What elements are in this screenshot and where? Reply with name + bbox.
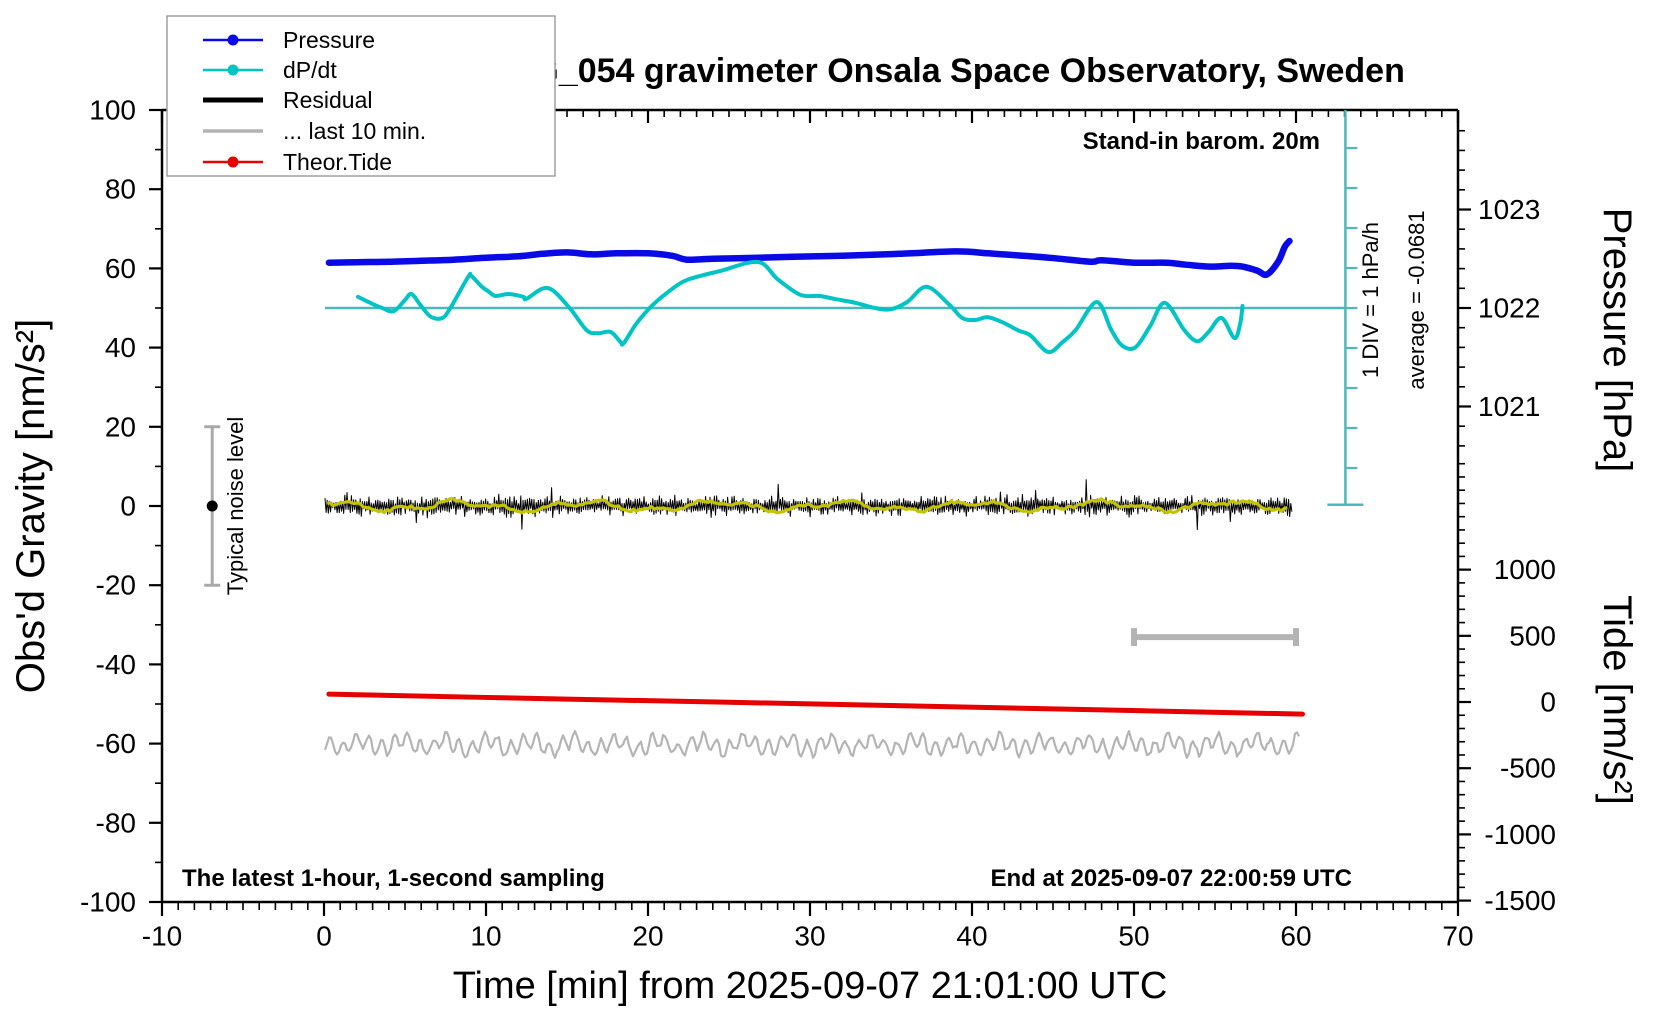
x-tick-label: 20 (632, 921, 663, 952)
y-axis-title-pressure: Pressure [hPa] (1595, 208, 1639, 473)
pressure-tick-label: 1021 (1478, 391, 1540, 422)
x-tick-label: 70 (1442, 921, 1473, 952)
x-tick-label: 50 (1118, 921, 1149, 952)
legend-sample-dot (227, 34, 239, 46)
gravity-tick-label: 20 (105, 411, 136, 442)
noise-level-label: Typical noise level (223, 417, 248, 596)
legend-item: Theor.Tide (203, 149, 392, 175)
pressure-tick-label: 1022 (1478, 293, 1540, 324)
sampling-annotation: The latest 1-hour, 1-second sampling (182, 865, 605, 892)
tide-tick-label: -500 (1500, 753, 1556, 784)
x-axis-title: Time [min] from 2025-09-07 21:01:00 UTC (453, 965, 1168, 1007)
noise-level-dot (206, 500, 218, 512)
legend-item-label: Theor.Tide (283, 149, 392, 175)
chart-title: SCG_054 gravimeter Onsala Space Observat… (485, 52, 1405, 90)
gravity-tick-label: -40 (96, 649, 136, 680)
legend-item: dP/dt (203, 57, 337, 83)
y-axis-title-tide: Tide [nm/s²] (1595, 595, 1639, 805)
theor_tide-curve (326, 691, 1305, 717)
tide-tick-label: 1000 (1494, 554, 1556, 585)
x-tick-label: 30 (794, 921, 825, 952)
legend-item: ... last 10 min. (203, 118, 426, 144)
gravity-tick-label: -80 (96, 807, 136, 838)
gravity-tick-label: 40 (105, 332, 136, 363)
legend-sample-dot (227, 64, 239, 76)
x-tick-label: 60 (1280, 921, 1311, 952)
legend-item: Residual (203, 87, 373, 113)
gravity-tick-label: -100 (80, 887, 136, 918)
y-axis-title-gravity: Obs'd Gravity [nm/s²] (9, 319, 53, 693)
tick-labels: -10 0 10 20 30 40 50 60 70-100-80-60-40-20020406… (80, 95, 1556, 952)
tide-tick-label: 500 (1509, 620, 1556, 651)
gravity-tick-label: 80 (105, 174, 136, 205)
average-annotation: average = -0.0681 (1404, 210, 1429, 389)
gravity-tick-label: -60 (96, 728, 136, 759)
reference-markers (204, 110, 1364, 647)
x-tick-label: 40 (956, 921, 987, 952)
gravity-tick-label: 60 (105, 253, 136, 284)
legend-sample-dot (227, 156, 239, 168)
tide-tick-label: -1000 (1484, 819, 1556, 850)
gravity-tick-label: 100 (89, 95, 136, 126)
gravity-tick-label: 0 (120, 491, 136, 522)
end-time-annotation: End at 2025-09-07 22:00:59 UTC (991, 865, 1353, 892)
x-tick-label: -10 (142, 921, 182, 952)
tide-tick-label: -1500 (1484, 885, 1556, 916)
dpdt-curve (356, 259, 1245, 355)
last10-curve (323, 729, 1300, 760)
pressure-curve (325, 237, 1293, 279)
legend-item: Pressure (203, 27, 375, 53)
gravity-tick-label: -20 (96, 570, 136, 601)
data-curves (323, 237, 1305, 760)
legend-item-label: Residual (283, 87, 373, 113)
x-tick-label: 0 (316, 921, 332, 952)
legend: Pressure dP/dt Residual ... last 10 min. The… (166, 15, 556, 177)
x-tick-label: 10 (470, 921, 501, 952)
tide-tick-label: 0 (1540, 687, 1556, 718)
residual_smooth-curve (327, 497, 1288, 515)
div-scale-annotation: 1 DIV = 1 hPa/h (1358, 222, 1383, 378)
pressure-tick-label: 1023 (1478, 194, 1540, 225)
legend-item-label: dP/dt (283, 57, 337, 83)
barometer-annotation: Stand-in barom. 20m (1083, 128, 1320, 155)
legend-item-label: ... last 10 min. (283, 118, 426, 144)
legend-item-label: Pressure (283, 27, 375, 53)
